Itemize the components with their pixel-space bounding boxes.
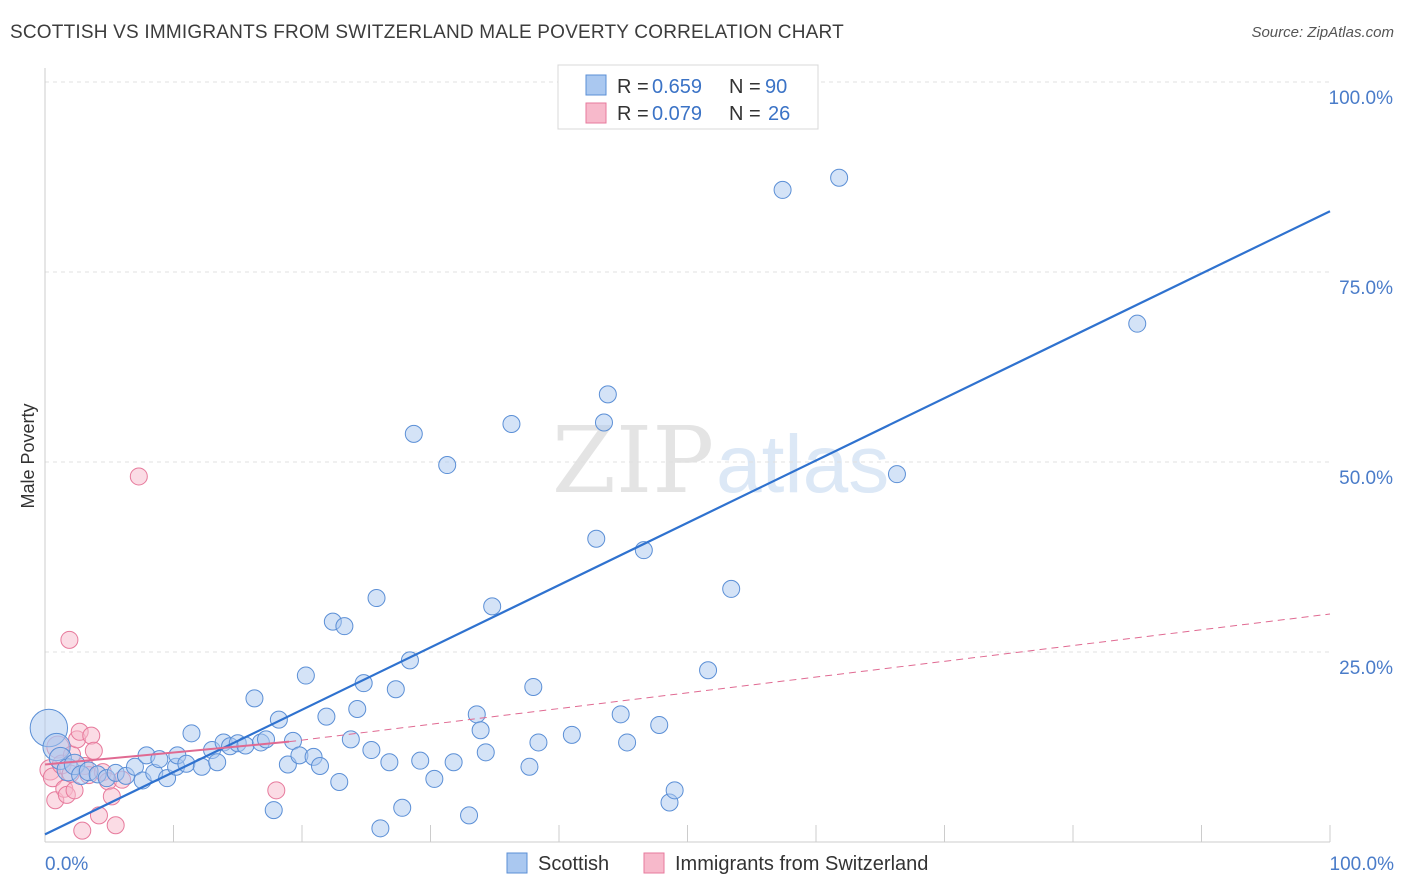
x-axis-ticks [44, 825, 1331, 842]
scottish-point-61 [476, 743, 495, 762]
swiss-trend-line-dashed [289, 613, 1331, 743]
legend-n-value-2: 26 [768, 103, 790, 125]
legend-n-label-1: N = [729, 76, 761, 98]
gridlines [45, 81, 1330, 653]
scottish-point-31 [264, 801, 283, 820]
scottish-point-55 [425, 769, 444, 788]
legend-r-label-2: R = [617, 103, 649, 125]
scottish-trend-line [44, 210, 1331, 836]
scottish-point-72 [618, 733, 637, 752]
scottish-point-28 [245, 689, 264, 708]
swiss-point-17 [89, 806, 108, 825]
scottish-point-69 [594, 413, 613, 432]
legend-n-label-2: N = [729, 103, 761, 125]
scottish-point-85 [887, 465, 906, 484]
bottom-legend-label-swiss: Immigrants from Switzerland [675, 853, 928, 875]
legend-swatch-swiss [585, 102, 607, 124]
scottish-point-64 [520, 757, 539, 776]
swiss-point-16 [84, 741, 103, 760]
scottish-point-71 [611, 705, 630, 724]
legend-n-value-1: 90 [765, 76, 787, 98]
scottish-point-43 [341, 730, 360, 749]
y-tick-label-50: 50.0% [1339, 468, 1393, 489]
scottish-point-53 [404, 424, 423, 443]
scottish-point-68 [587, 529, 606, 548]
top-legend: R = 0.659 N = 90 R = 0.079 N = 26 [557, 64, 819, 130]
scottish-point-57 [444, 753, 463, 772]
scottish-point-48 [371, 819, 390, 838]
legend-swatch-scottish [585, 74, 607, 96]
scottish-point-62 [483, 597, 502, 616]
bottom-legend-label-scottish: Scottish [538, 853, 609, 875]
x-tick-label-100: 100.0% [1330, 854, 1395, 875]
y-tick-label-75: 75.0% [1339, 278, 1393, 299]
scottish-point-70 [598, 385, 617, 404]
chart-source: Source: ZipAtlas.com [1251, 24, 1394, 41]
scottish-point-84 [830, 168, 849, 187]
scottish-point-56 [438, 456, 457, 475]
bottom-legend-swatch-scottish [506, 852, 528, 874]
legend-r-value-1: 0.659 [652, 76, 702, 98]
scottish-point-11 [125, 757, 144, 776]
y-tick-label-100: 100.0% [1329, 88, 1394, 109]
bottom-legend-swatch-swiss [643, 852, 665, 874]
scottish-point-65 [524, 677, 543, 696]
watermark-zip: ZIP [552, 407, 714, 514]
scottish-point-50 [386, 680, 405, 699]
trend-lines [44, 210, 1331, 836]
chart-title: SCOTTISH VS IMMIGRANTS FROM SWITZERLAND … [10, 22, 844, 43]
swiss-point-7 [60, 630, 79, 649]
scottish-point-44 [348, 700, 367, 718]
scottish-point-32 [269, 710, 288, 729]
swiss-point-24 [267, 781, 286, 800]
x-tick-label-0: 0.0% [45, 854, 88, 875]
bottom-legend: Scottish Immigrants from Switzerland [506, 852, 928, 875]
swiss-point-12 [73, 821, 92, 840]
legend-r-value-2: 0.079 [652, 103, 702, 125]
scottish-point-60 [471, 721, 490, 740]
scottish-point-63 [502, 415, 521, 433]
y-tick-label-25: 25.0% [1339, 658, 1393, 679]
scottish-point-39 [317, 707, 336, 726]
scottish-point-76 [665, 781, 684, 800]
scottish-point-81 [773, 180, 792, 199]
scottish-point-86 [1128, 314, 1147, 333]
legend-r-label-1: R = [617, 76, 649, 98]
scottish-point-58 [460, 806, 479, 825]
y-tick-labels: 25.0% 50.0% 75.0% 100.0% [1329, 88, 1394, 679]
scottish-point-51 [393, 798, 412, 817]
swiss-point-15 [82, 726, 101, 745]
scottish-point-41 [330, 772, 349, 791]
scottish-point-54 [411, 751, 430, 770]
swiss-point-23 [129, 467, 148, 486]
y-axis-label: Male Poverty [18, 403, 38, 508]
scottish-point-49 [380, 753, 399, 772]
scottish-point-46 [362, 741, 381, 760]
scottish-point-59 [467, 705, 486, 724]
scottish-point-38 [310, 757, 329, 775]
scottish-point-80 [722, 579, 741, 598]
swiss-trend-line-solid [44, 740, 290, 766]
scottish-point-67 [562, 725, 581, 744]
scottish-point-42 [335, 617, 354, 636]
scottish-point-74 [650, 715, 669, 734]
scottish-point-23 [208, 753, 227, 772]
scottish-point-20 [182, 724, 201, 743]
scottish-point-79 [699, 661, 718, 680]
scottish-point-66 [529, 733, 548, 752]
scottish-point-47 [367, 589, 386, 608]
scottish-point-36 [296, 666, 315, 685]
swiss-point-21 [106, 816, 125, 835]
